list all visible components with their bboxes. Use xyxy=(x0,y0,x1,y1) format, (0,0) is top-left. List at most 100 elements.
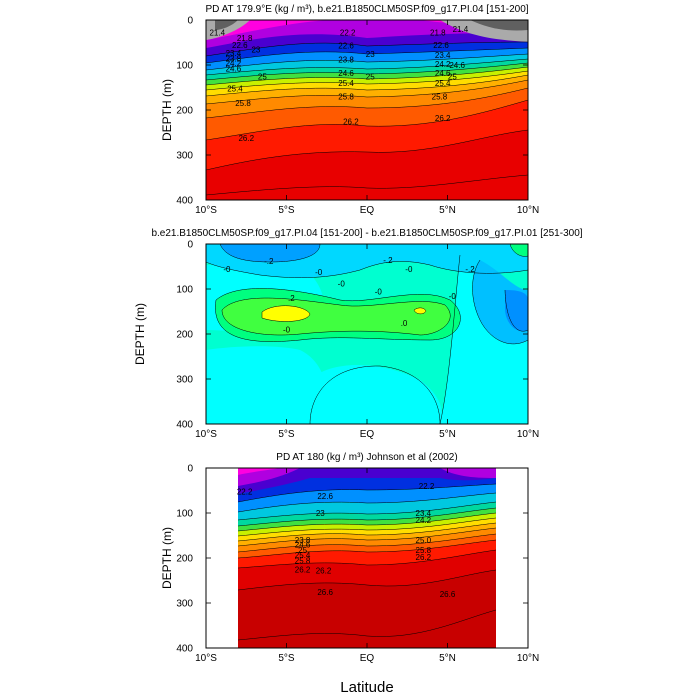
contour-label: 22.6 xyxy=(338,42,354,51)
contour-label: 22.2 xyxy=(237,487,253,496)
contour-label: 25.8 xyxy=(338,93,354,102)
region-cyan-lower xyxy=(206,346,330,424)
band-21.4 xyxy=(238,468,300,486)
panel-observed-density: PD AT 180 (kg / m³) Johnson et al (2002) xyxy=(160,452,539,664)
contour-label: 25.8 xyxy=(295,556,311,565)
contour-label: 24.6 xyxy=(226,65,242,74)
contour-label: -0 xyxy=(338,280,346,289)
region-0.4-plus-right xyxy=(414,307,426,314)
panel2-filled-contours xyxy=(206,244,528,424)
contour-label: -0 xyxy=(375,287,383,296)
contour-label: -0 xyxy=(449,292,457,301)
y-tick-label: 400 xyxy=(176,196,193,207)
x-tick-label: 5°N xyxy=(439,205,456,216)
panel1-ylabel: DEPTH (m) xyxy=(160,79,174,141)
band-dark-gray-right xyxy=(470,20,528,31)
contour-label: 22.2 xyxy=(340,29,356,38)
x-tick-label: 5°N xyxy=(439,429,456,440)
contour-label: 21.8 xyxy=(237,34,253,43)
y-tick-label: 100 xyxy=(176,285,193,296)
panel1-contour-lines xyxy=(206,41,528,196)
panel2-contour-labels: -.2 -0 -0 -0 .2 -0 -.2 -0 -0 .0 -.2 -0 xyxy=(223,256,475,335)
contour-label: 25.8 xyxy=(416,546,432,555)
contour-label: 21.4 xyxy=(453,25,469,34)
contour-label: 26.2 xyxy=(435,114,451,123)
y-tick-label: 100 xyxy=(176,509,193,520)
band-21.4-right xyxy=(440,468,496,478)
contour-label: 25 xyxy=(258,72,267,81)
contour-label: 23.8 xyxy=(338,56,354,65)
region-green-corner xyxy=(510,244,528,257)
contour-label: 26.2 xyxy=(238,134,254,143)
contour-label: 25.4 xyxy=(435,79,451,88)
y-tick-label: 300 xyxy=(176,599,193,610)
x-tick-label: 5°S xyxy=(278,429,295,440)
panel3-axes: 10°S 5°S EQ 5°N 10°N 0 100 200 300 400 xyxy=(176,464,539,665)
contour-label: 26.2 xyxy=(295,565,311,574)
panel1-filled-contours xyxy=(206,20,528,200)
contour-label: .2 xyxy=(288,294,295,303)
x-tick-label: 10°N xyxy=(517,205,539,216)
contour-label: 22.6 xyxy=(317,492,333,501)
contour-label: 25.4 xyxy=(227,84,243,93)
contour-label: 24.6 xyxy=(449,61,465,70)
x-tick-label: 10°S xyxy=(195,429,217,440)
contour-label: 22.2 xyxy=(419,482,435,491)
y-tick-label: 200 xyxy=(176,554,193,565)
band-21.8 xyxy=(238,468,496,494)
panel2-title: b.e21.B1850CLM50SP.f09_g17.PI.04 [151-20… xyxy=(151,228,582,239)
contour-label: 25.0 xyxy=(416,536,432,545)
contour-label: 24.6 xyxy=(295,541,311,550)
contour-label: 23 xyxy=(316,509,325,518)
x-tick-label: 10°N xyxy=(517,653,539,664)
contour-label: 23 xyxy=(251,45,260,54)
contour-label: 24.6 xyxy=(338,69,354,78)
contour-label: 23 xyxy=(366,50,375,59)
y-tick-label: 0 xyxy=(187,16,193,27)
contour-label: -0 xyxy=(405,265,413,274)
panel1-contour-labels: 21.421.822.623.423.824.224.6232525.425.8… xyxy=(209,25,468,143)
contour-label: 26.2 xyxy=(416,553,432,562)
panel2-ylabel: DEPTH (m) xyxy=(133,303,147,365)
panel1-title: PD AT 179.9°E (kg / m³), b.e21.B1850CLM5… xyxy=(205,4,528,15)
panel3-contour-lines xyxy=(237,483,497,641)
x-tick-label: 10°N xyxy=(517,429,539,440)
contour-label: 24.2 xyxy=(416,516,432,525)
contour-label: 25 xyxy=(448,72,457,81)
band-dark-gray xyxy=(215,20,238,30)
region-cyan-center xyxy=(310,365,442,424)
region-0.4-plus-left xyxy=(262,305,310,322)
band-21.4 xyxy=(206,20,528,48)
contour-label: 25.4 xyxy=(338,79,354,88)
band-21.0 xyxy=(238,468,280,475)
x-tick-label: 10°S xyxy=(195,205,217,216)
x-tick-label: EQ xyxy=(360,205,375,216)
panel3-filled-contours xyxy=(237,468,497,648)
contour-label: 24.6 xyxy=(435,69,451,78)
contour-label: -0 xyxy=(223,265,231,274)
contour-label: 24.2 xyxy=(226,59,242,68)
contour-label: 23.4 xyxy=(416,509,432,518)
contour-label: 25.8 xyxy=(432,93,448,102)
contour-label: 25.4 xyxy=(295,551,311,560)
contour-label: 26.6 xyxy=(440,590,456,599)
y-tick-label: 100 xyxy=(176,61,193,72)
y-tick-label: 300 xyxy=(176,375,193,386)
contour-label: 26.6 xyxy=(317,588,333,597)
contour-label: 21.4 xyxy=(209,29,225,38)
x-tick-label: 5°S xyxy=(278,205,295,216)
panel2-axes: 10°S 5°S EQ 5°N 10°N 0 100 200 300 400 xyxy=(176,240,539,441)
contour-label: .0 xyxy=(401,319,408,328)
panel3-ylabel: DEPTH (m) xyxy=(160,527,174,589)
x-tick-label: 10°S xyxy=(195,653,217,664)
panel3-title: PD AT 180 (kg / m³) Johnson et al (2002) xyxy=(276,452,457,463)
x-tick-label: 5°S xyxy=(278,653,295,664)
contour-label: -0 xyxy=(315,268,323,277)
panel1-axes: 10°S 5°S EQ 5°N 10°N 0 100 200 300 400 xyxy=(176,16,539,217)
x-tick-label: EQ xyxy=(360,429,375,440)
y-tick-label: 300 xyxy=(176,151,193,162)
contour-label: 25 xyxy=(366,72,375,81)
panel-density-difference: b.e21.B1850CLM50SP.f09_g17.PI.04 [151-20… xyxy=(133,228,583,440)
